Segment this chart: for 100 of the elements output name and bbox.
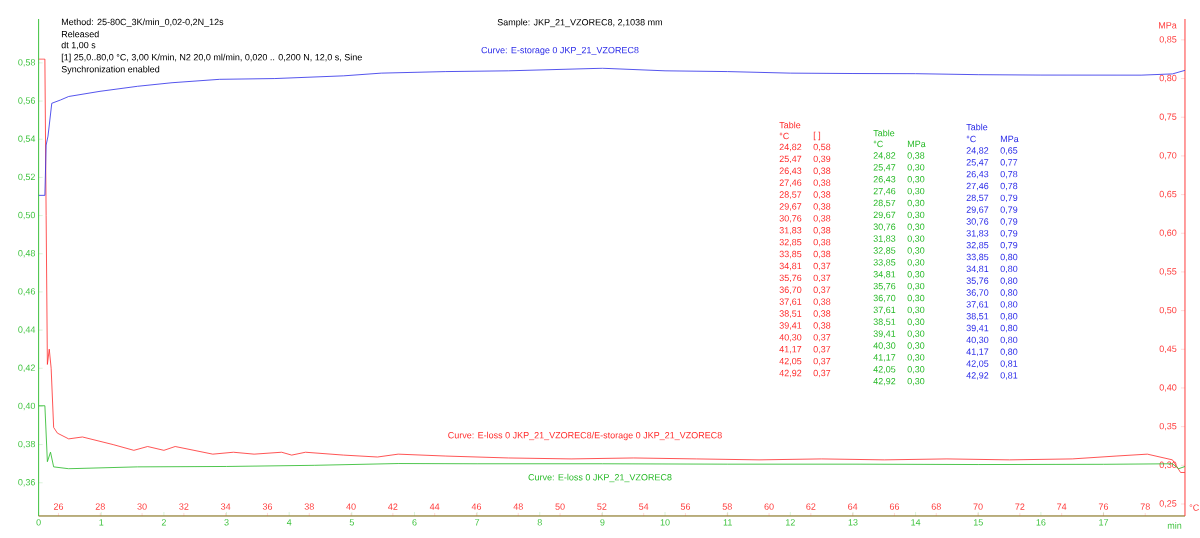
annotation: 0,78 <box>1000 182 1018 191</box>
annotation: 35,76 <box>779 274 802 283</box>
annotation: 0,79 <box>1000 241 1018 250</box>
annotation: 39,41 <box>966 324 989 333</box>
annotation: 38,51 <box>873 318 896 327</box>
annotation: Table <box>966 123 988 131</box>
x-tick-label: 0 <box>36 519 41 526</box>
annotation: 39,41 <box>873 330 896 338</box>
annotation: 0,79 <box>1000 218 1018 226</box>
annotation: MPa <box>1000 135 1019 143</box>
y2-tick-label: 0,55 <box>1159 268 1177 276</box>
annotation: 32,85 <box>873 247 896 255</box>
annotation: Released <box>61 30 99 38</box>
annotation: 0,38 <box>813 310 831 318</box>
annotation: 32,85 <box>966 241 989 250</box>
annotation: 24,82 <box>873 152 896 160</box>
annotation: 31,83 <box>873 235 896 243</box>
y-tick-label: 0,58 <box>18 59 36 67</box>
line-series <box>38 405 1185 470</box>
x2-tick-label: 54 <box>639 503 649 510</box>
annotation: 0,37 <box>813 262 831 271</box>
annotation: 0,81 <box>1000 360 1018 368</box>
annotation: 31,83 <box>966 230 989 238</box>
annotation: 0,37 <box>813 369 831 378</box>
annotation: 29,67 <box>779 203 802 211</box>
y-tick-label: 0,38 <box>18 440 36 449</box>
y2-tick-label: 0,40 <box>1159 384 1177 392</box>
annotation: 40,30 <box>873 342 896 350</box>
annotation: 42,92 <box>779 369 802 378</box>
x2-tick-label: 72 <box>1015 503 1025 510</box>
annotation: 42,05 <box>873 366 896 374</box>
annotation: 0,80 <box>1000 313 1018 321</box>
x-tick-label: 3 <box>224 519 229 526</box>
x2-tick-label: 74 <box>1057 503 1067 510</box>
annotation: 0,37 <box>813 357 831 366</box>
series-label: Curve: E-storage 0 JKP_21_VZOREC8 <box>481 46 639 56</box>
y2-tick-label: 0,80 <box>1159 74 1177 83</box>
annotation: Table <box>873 129 895 137</box>
x2-tick-label: 36 <box>262 503 273 510</box>
x2-tick-label: 50 <box>555 503 565 510</box>
x-tick-label: 5 <box>349 519 354 526</box>
annotation: 42,05 <box>966 360 989 368</box>
annotation: Sample: JKP_21_VZOREC8, 2,1038 mm <box>497 18 662 28</box>
x2-tick-label: 44 <box>429 503 440 510</box>
annotation: 36,70 <box>966 289 989 297</box>
annotation: 35,76 <box>873 282 896 291</box>
annotation: 0,30 <box>907 235 925 243</box>
annotation: 0,30 <box>907 282 925 291</box>
annotation: 24,82 <box>966 147 989 155</box>
x2-tick-label: 56 <box>680 503 691 510</box>
x2-tick-label: 46 <box>471 503 482 510</box>
x2-tick-label: 30 <box>137 503 147 510</box>
x2-tick-label: 34 <box>221 503 231 510</box>
annotation: 32,85 <box>779 238 802 247</box>
annotation: 0,79 <box>1000 230 1018 238</box>
x-axis-title: min <box>1167 522 1182 529</box>
y-tick-label: 0,44 <box>18 326 36 334</box>
x-tick-label: 11 <box>723 519 732 526</box>
annotation: 41,17 <box>966 348 989 356</box>
annotation: 27,46 <box>873 187 896 196</box>
annotation: 0,38 <box>813 322 831 330</box>
annotation: 0,81 <box>1000 372 1018 380</box>
x2-tick-label: 70 <box>973 503 983 510</box>
x-tick-label: 13 <box>848 519 858 526</box>
annotation: Synchronization enabled <box>61 65 160 75</box>
annotation: 37,61 <box>966 301 989 309</box>
annotation: 0,30 <box>907 366 925 374</box>
series-label: Curve: E-loss 0 JKP_21_VZOREC8 <box>528 473 672 483</box>
y-tick-label: 0,36 <box>18 479 36 487</box>
annotation: dt 1,00 s <box>61 41 96 50</box>
annotation: 28,57 <box>966 194 989 203</box>
annotation: 0,38 <box>813 203 831 211</box>
x-tick-label: 6 <box>412 519 417 526</box>
annotation: 0,30 <box>907 211 925 220</box>
x2-tick-label: 62 <box>806 503 816 510</box>
x2-tick-label: 64 <box>848 503 858 510</box>
annotation: 0,37 <box>813 346 831 354</box>
annotation: °C <box>966 135 976 143</box>
y-tick-label: 0,46 <box>18 288 36 296</box>
annotation: 0,58 <box>813 143 831 152</box>
annotation: 0,65 <box>1000 147 1018 155</box>
annotation: 0,80 <box>1000 301 1018 309</box>
x-tick-label: 1 <box>99 519 104 526</box>
x-tick-label: 9 <box>600 519 605 526</box>
annotation: 27,46 <box>779 179 802 187</box>
annotation: 0,30 <box>907 223 925 231</box>
annotation: 28,57 <box>779 191 802 199</box>
annotation: 0,38 <box>907 152 925 160</box>
annotation: 27,46 <box>966 182 989 191</box>
annotation: 41,17 <box>779 346 802 354</box>
annotation: 26,43 <box>966 170 989 179</box>
annotation: 0,30 <box>907 306 925 315</box>
x-tick-label: 4 <box>286 519 292 526</box>
annotation: 37,61 <box>873 306 896 315</box>
annotation: 0,38 <box>813 215 831 223</box>
annotation: 36,70 <box>779 286 802 294</box>
x-tick-label: 15 <box>973 519 983 526</box>
x2-tick-label: 38 <box>304 503 314 510</box>
annotation: 25,47 <box>873 164 896 172</box>
annotation: Method: 25-80C_3K/min_0,02-0,2N_12s <box>61 18 224 27</box>
